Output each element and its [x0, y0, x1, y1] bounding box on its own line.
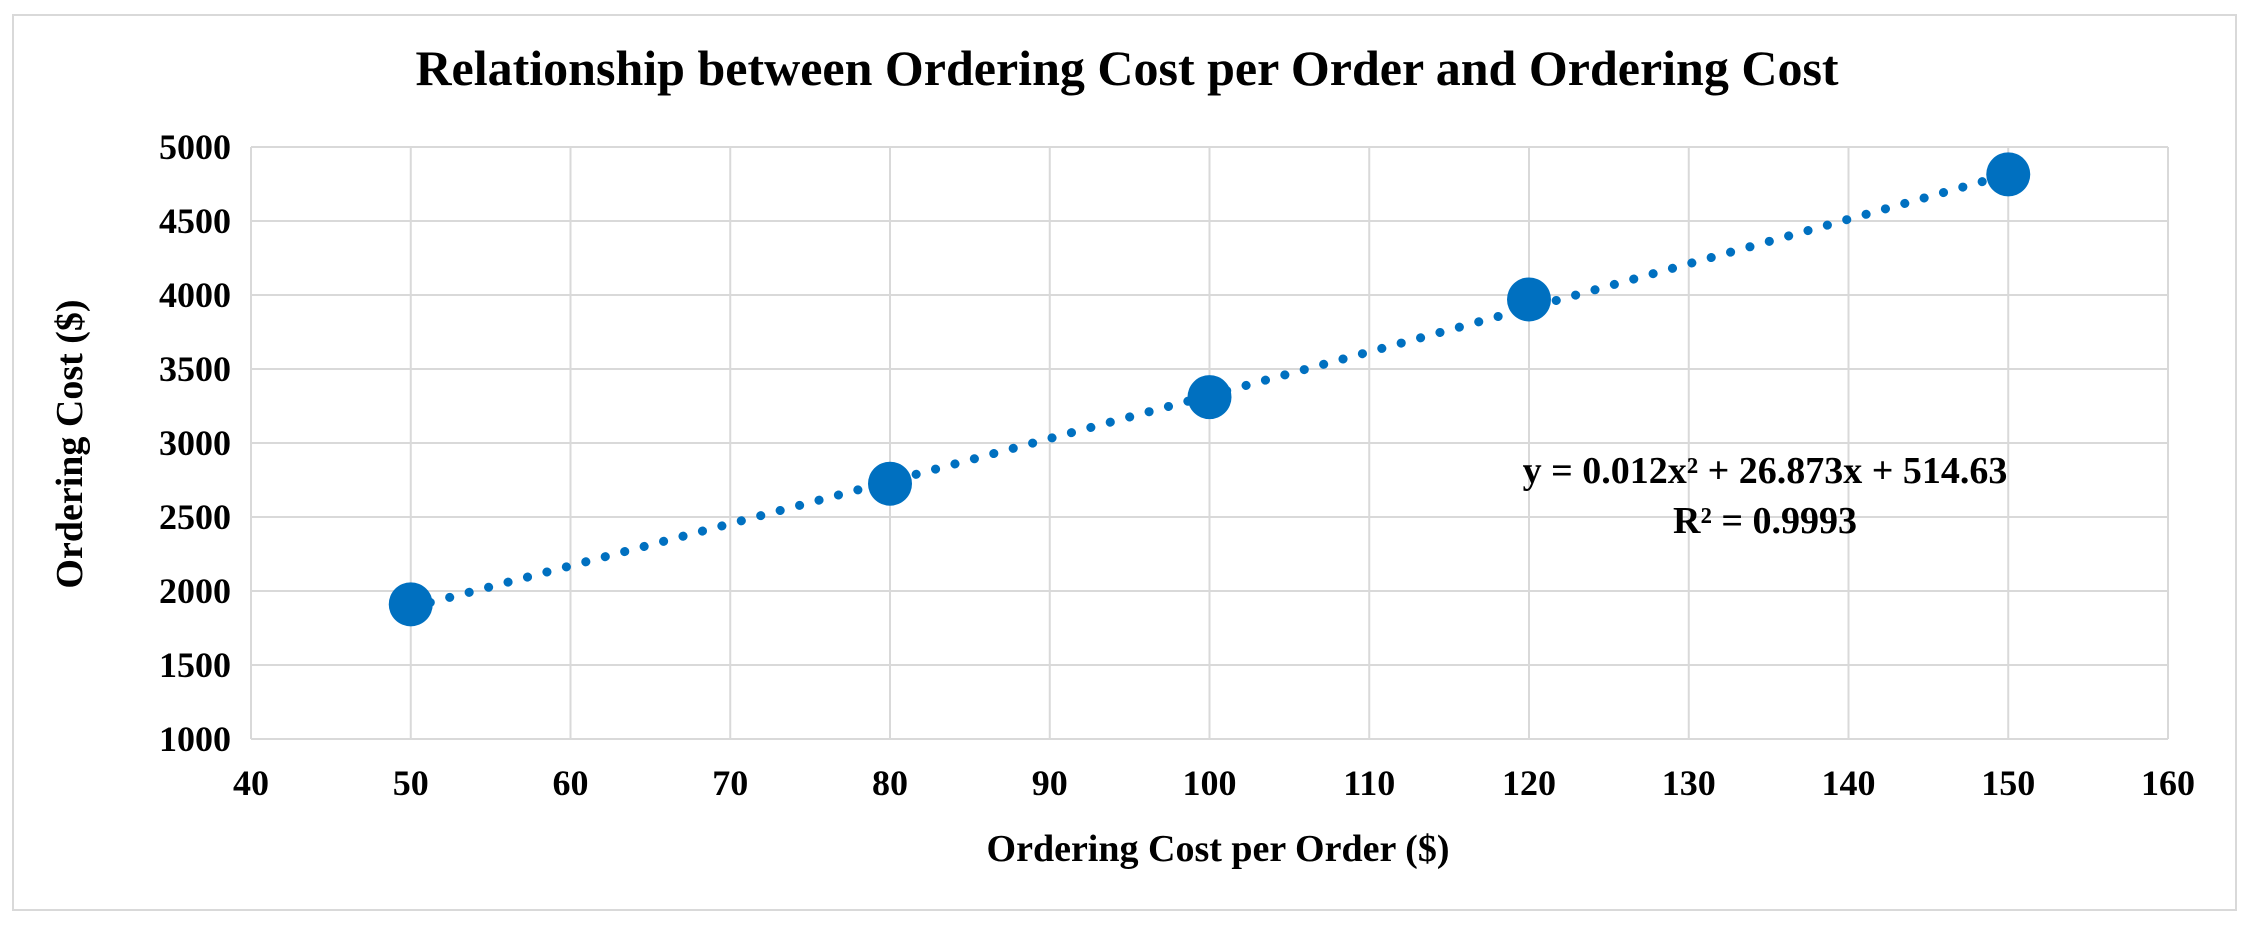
x-axis-ticks: 40 50 60 70 80 90 100 110 120 130 140 150 160: [233, 763, 2195, 803]
data-point: [1187, 375, 1232, 420]
y-axis-label: Ordering Cost ($): [49, 299, 91, 588]
x-tick-label: 160: [2141, 763, 2195, 803]
data-points: [388, 152, 2031, 627]
data-point: [1507, 277, 1551, 322]
data-point: [388, 582, 433, 627]
x-tick-label: 120: [1502, 763, 1556, 803]
r-squared-label: R² = 0.9993: [1673, 500, 1857, 542]
x-axis-label: Ordering Cost per Order ($): [987, 828, 1450, 870]
y-tick-label: 3000: [159, 423, 231, 463]
y-tick-label: 4000: [159, 275, 231, 315]
y-tick-label: 2000: [159, 571, 231, 611]
data-point: [868, 461, 912, 506]
x-tick-label: 60: [553, 763, 589, 803]
x-tick-label: 150: [1981, 763, 2035, 803]
y-tick-label: 1500: [159, 645, 231, 685]
x-tick-label: 80: [872, 763, 908, 803]
y-tick-label: 1000: [159, 719, 231, 759]
data-point: [1986, 152, 2031, 197]
y-tick-label: 5000: [159, 127, 231, 167]
x-tick-label: 100: [1183, 763, 1237, 803]
y-axis-ticks: 1000 1500 2000 2500 3000 3500 4000 4500 5000: [159, 127, 231, 759]
x-tick-label: 130: [1662, 763, 1716, 803]
y-tick-label: 4500: [159, 201, 231, 241]
y-tick-label: 2500: [159, 497, 231, 537]
x-tick-label: 40: [233, 763, 269, 803]
x-tick-label: 110: [1343, 763, 1395, 803]
gridlines: [250, 146, 2169, 740]
chart-title: Relationship between Ordering Cost per O…: [415, 40, 1838, 96]
y-tick-label: 3500: [159, 349, 231, 389]
x-tick-label: 50: [393, 763, 429, 803]
x-tick-label: 90: [1032, 763, 1068, 803]
chart-frame: [12, 14, 2237, 911]
x-tick-label: 140: [1822, 763, 1876, 803]
trendline-equation: y = 0.012x² + 26.873x + 514.63: [1523, 450, 2008, 492]
x-tick-label: 70: [712, 763, 748, 803]
